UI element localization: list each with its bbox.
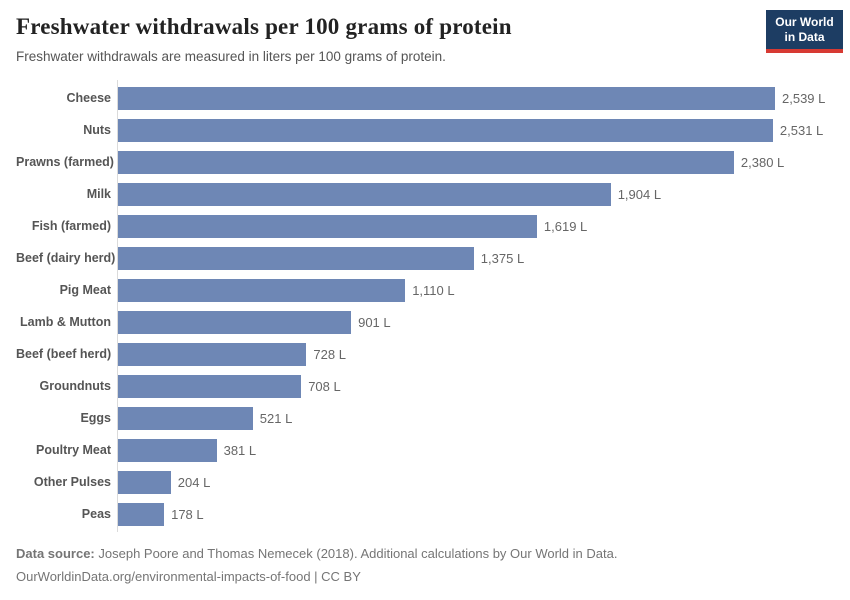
data-source-label: Data source: bbox=[16, 546, 95, 561]
chart-row: Milk 1,904 L bbox=[16, 178, 834, 210]
bar-track: 728 L bbox=[117, 342, 834, 366]
bar[interactable] bbox=[118, 118, 773, 142]
bar-track: 2,380 L bbox=[117, 150, 834, 174]
bar[interactable] bbox=[118, 406, 253, 430]
value-label: 901 L bbox=[358, 314, 391, 330]
owid-logo-line2: in Data bbox=[784, 30, 825, 44]
chart-row: Lamb & Mutton 901 L bbox=[16, 306, 834, 338]
category-label: Cheese bbox=[66, 91, 111, 105]
category-label: Beef (beef herd) bbox=[16, 347, 112, 361]
data-source-line: Data source: Joseph Poore and Thomas Nem… bbox=[16, 543, 834, 566]
value-label: 178 L bbox=[171, 506, 204, 522]
chart-row: Eggs 521 L bbox=[16, 402, 834, 434]
chart-row: Prawns (farmed) 2,380 L bbox=[16, 146, 834, 178]
data-source-text: Joseph Poore and Thomas Nemecek (2018). … bbox=[98, 546, 618, 561]
chart-row: Cheese 2,539 L bbox=[16, 82, 834, 114]
value-label: 2,539 L bbox=[782, 90, 826, 106]
category-label: Poultry Meat bbox=[35, 443, 111, 457]
value-label: 1,619 L bbox=[543, 218, 588, 234]
bar[interactable] bbox=[118, 310, 352, 334]
value-label: 521 L bbox=[259, 410, 293, 426]
category-label: Fish (farmed) bbox=[31, 219, 111, 233]
bar[interactable] bbox=[118, 502, 165, 526]
bar[interactable] bbox=[118, 374, 302, 398]
bar[interactable] bbox=[118, 342, 307, 366]
category-label: Milk bbox=[86, 187, 111, 201]
chart-row: Pig Meat 1,110 L bbox=[16, 274, 834, 306]
category-label: Beef (dairy herd) bbox=[16, 251, 116, 265]
bar-track: 521 L bbox=[117, 406, 834, 430]
bar[interactable] bbox=[118, 438, 217, 462]
bar-chart: Cheese 2,539 L Nuts 2,531 L Prawns (farmed) 2… bbox=[16, 80, 834, 532]
chart-row: Peas 178 L bbox=[16, 498, 834, 530]
bar-track: 901 L bbox=[117, 310, 834, 334]
category-label: Lamb & Mutton bbox=[20, 315, 111, 329]
value-label: 708 L bbox=[308, 378, 341, 394]
owid-logo: Our World in Data bbox=[766, 10, 843, 53]
value-label: 2,531 L bbox=[779, 122, 824, 138]
citation-link[interactable]: OurWorldinData.org/environmental-impacts… bbox=[16, 568, 361, 584]
category-label: Groundnuts bbox=[39, 379, 111, 393]
category-label: Eggs bbox=[80, 411, 111, 425]
value-label: 1,375 L bbox=[480, 250, 525, 266]
category-label: Prawns (farmed) bbox=[16, 155, 114, 169]
chart-row: Fish (farmed) 1,619 L bbox=[16, 210, 834, 242]
bar-track: 708 L bbox=[117, 374, 834, 398]
chart-footer: Data source: Joseph Poore and Thomas Nem… bbox=[16, 543, 834, 589]
category-label: Nuts bbox=[83, 123, 111, 137]
chart-header: Freshwater withdrawals per 100 grams of … bbox=[16, 14, 834, 64]
value-label: 204 L bbox=[177, 474, 211, 490]
bar-track: 381 L bbox=[117, 438, 834, 462]
owid-logo-line1: Our World bbox=[775, 15, 834, 29]
bar[interactable] bbox=[118, 150, 734, 174]
bar-track: 1,619 L bbox=[117, 214, 834, 238]
bar[interactable] bbox=[118, 246, 474, 270]
bar-track: 2,531 L bbox=[117, 118, 834, 142]
chart-row: Groundnuts 708 L bbox=[16, 370, 834, 402]
value-label: 728 L bbox=[313, 346, 346, 362]
bar-track: 178 L bbox=[117, 502, 834, 526]
chart-row: Nuts 2,531 L bbox=[16, 114, 834, 146]
chart-row: Poultry Meat 381 L bbox=[16, 434, 834, 466]
page-title: Freshwater withdrawals per 100 grams of … bbox=[16, 14, 512, 39]
category-label: Peas bbox=[81, 507, 111, 521]
category-label: Other Pulses bbox=[33, 475, 111, 489]
value-label: 381 L bbox=[223, 442, 257, 458]
bar-track: 204 L bbox=[117, 470, 834, 494]
y-axis-line bbox=[117, 80, 118, 532]
bar-track: 1,904 L bbox=[117, 182, 834, 206]
bar[interactable] bbox=[118, 86, 775, 110]
chart-row: Other Pulses 204 L bbox=[16, 466, 834, 498]
bar-rows: Cheese 2,539 L Nuts 2,531 L Prawns (farmed) 2… bbox=[16, 82, 834, 530]
bar[interactable] bbox=[118, 470, 171, 494]
category-label: Pig Meat bbox=[59, 283, 111, 297]
page-subtitle: Freshwater withdrawals are measured in l… bbox=[16, 49, 446, 64]
value-label: 2,380 L bbox=[740, 154, 785, 170]
bar-track: 1,375 L bbox=[117, 246, 834, 270]
chart-row: Beef (dairy herd) 1,375 L bbox=[16, 242, 834, 274]
value-label: 1,904 L bbox=[617, 186, 662, 202]
bar[interactable] bbox=[118, 214, 537, 238]
value-label: 1,110 L bbox=[412, 282, 455, 298]
bar[interactable] bbox=[118, 182, 611, 206]
chart-row: Beef (beef herd) 728 L bbox=[16, 338, 834, 370]
bar-track: 2,539 L bbox=[117, 86, 834, 110]
bar-track: 1,110 L bbox=[117, 278, 834, 302]
bar[interactable] bbox=[118, 278, 406, 302]
